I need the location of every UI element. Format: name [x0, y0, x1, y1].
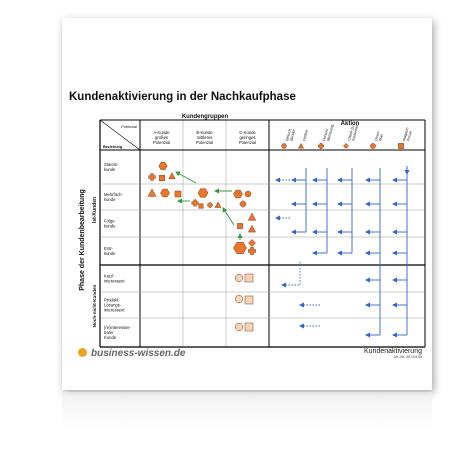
action-hexagon-icon	[281, 143, 287, 149]
cell-cross-icon	[248, 247, 256, 255]
cell-square-icon	[244, 322, 254, 332]
cell-triangle-icon	[247, 224, 257, 233]
row-label-6: interessent	[104, 308, 125, 313]
cell-triangle-icon	[147, 188, 157, 197]
migration-arrow	[175, 171, 197, 184]
cell-hexagon-icon	[197, 188, 209, 198]
ist-kunden-label: Ist-Kunden	[92, 197, 98, 223]
action-header-4: Check-Zu-	[347, 123, 355, 141]
action-header-3: Betreuung	[326, 124, 334, 141]
matrix-grid	[99, 119, 426, 348]
cell-cross-icon	[148, 173, 156, 181]
group-header-3: Potenzial	[239, 140, 256, 145]
cell-hexagon-icon	[233, 242, 247, 254]
logo[interactable]: business-wissen.de	[78, 348, 185, 359]
beziehung-label: Beziehung	[103, 145, 123, 149]
group-header-1: großes	[155, 135, 168, 140]
cell-diamond-icon	[206, 201, 214, 209]
logo-text: business-wissen.de	[91, 348, 186, 359]
group-header-2: B-Kunde	[196, 130, 213, 135]
logo-dot-icon	[78, 348, 87, 357]
action-header-1: Berater	[289, 128, 296, 141]
cell-triangle-icon	[214, 201, 222, 208]
noch-nicht-kunden-label: Noch-nicht-Kunden	[92, 285, 97, 328]
row-label-5: Kauf-	[104, 274, 115, 279]
action-header-5: Direct-	[374, 129, 381, 141]
action-diamond-icon	[343, 143, 349, 149]
cell-circle-icon	[234, 322, 244, 332]
footer-doc-number: Art.-Nr. 39.104.05	[393, 355, 422, 359]
cell-square-icon	[174, 190, 182, 198]
row-label-7: Kunde	[104, 335, 117, 340]
document-footer: Kundenaktivierung Art.-Nr. 39.104.05	[364, 348, 422, 359]
group-header-2: mittleres	[197, 135, 213, 140]
action-header-3: Persönl.	[322, 127, 329, 141]
action-header-1: Besuch	[285, 129, 292, 142]
row-label-1: Stamm-	[104, 162, 119, 167]
cell-circle-icon	[234, 273, 244, 283]
row-label-4: kunde	[104, 251, 116, 256]
group-header-1: A-Kunde	[153, 130, 170, 135]
action-header-5: Mail	[378, 134, 384, 142]
action-header-6: Forum	[406, 130, 413, 141]
action-header-4: friedenheit	[351, 124, 359, 141]
cell-circle-icon	[234, 294, 244, 304]
action-triangle-icon	[297, 142, 305, 149]
matrix-labels: Kundengruppen Aktion Potenzial Beziehung A-K…	[79, 114, 413, 340]
row-label-7: (re)interessier-	[104, 325, 132, 330]
row-label-2: Mehrfach-	[104, 192, 123, 197]
row-label-3: kunde	[104, 224, 116, 229]
action-header-2: Hotline	[302, 129, 309, 141]
group-header-2: Potenzial	[196, 140, 213, 145]
cell-circle-icon	[244, 190, 252, 198]
row-label-7: barer	[104, 330, 114, 335]
potenzial-label: Potenzial	[121, 125, 137, 129]
action-header-6: Magazin	[402, 127, 409, 141]
customer-shapes	[147, 142, 404, 332]
footer-doc-title: Kundenaktivierung	[364, 348, 422, 355]
cell-triangle-icon	[168, 172, 176, 179]
group-header-3: geringes	[239, 135, 255, 140]
group-header-3: C-Kunde	[239, 130, 256, 135]
cell-triangle-icon	[247, 212, 257, 221]
cell-square-icon	[198, 203, 204, 209]
cell-square-icon	[244, 295, 254, 305]
row-label-6: Lösungs-	[104, 303, 122, 308]
cell-square-icon	[237, 223, 243, 229]
row-label-2: kunde	[104, 197, 116, 202]
phase-label: Phase der Kundenbearbeitung	[79, 189, 86, 291]
document-title: Kundenaktivierung in der Nachkaufphase	[69, 91, 296, 103]
action-arrows	[175, 166, 410, 338]
cell-cross-icon	[239, 200, 247, 208]
row-label-1: kunde	[104, 167, 116, 172]
cell-hexagon-icon	[158, 162, 168, 170]
cell-diamond-icon	[248, 239, 256, 247]
cell-hexagon-icon	[233, 189, 243, 199]
row-label-4: Erst-	[104, 246, 113, 251]
cell-square-icon	[244, 273, 254, 283]
row-label-5: interessent	[104, 279, 125, 284]
aktion-header: Aktion	[341, 121, 360, 127]
action-circle-icon	[370, 143, 376, 149]
row-label-3: Folge-	[104, 219, 116, 224]
action-square-icon	[398, 143, 404, 149]
group-header-1: Potenzial	[153, 140, 170, 145]
cell-square-icon	[159, 175, 165, 181]
kundengruppen-header: Kundengruppen	[182, 114, 229, 120]
row-label-6: Produkt-	[104, 298, 120, 303]
action-cross-icon	[318, 143, 324, 149]
cell-cross-icon	[191, 199, 199, 207]
cell-hexagon-icon	[160, 188, 170, 198]
migration-arrow	[222, 207, 235, 226]
document-reflection	[62, 392, 432, 432]
